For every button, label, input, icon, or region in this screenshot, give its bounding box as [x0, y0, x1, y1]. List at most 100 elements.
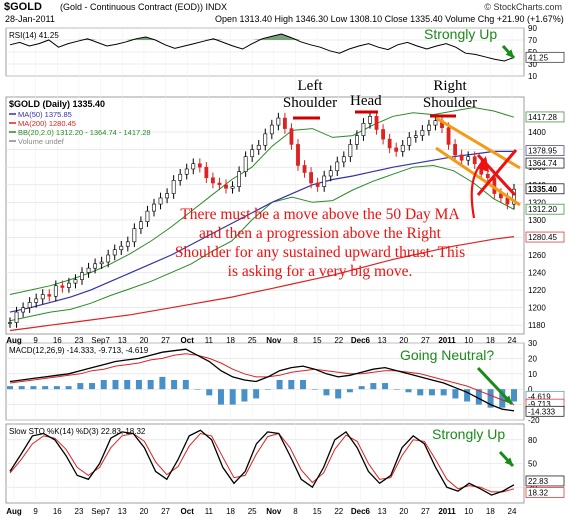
price-candle	[341, 156, 346, 163]
sto-xtick: 18	[486, 507, 495, 516]
price-xtick: 20	[139, 336, 148, 345]
price-candle	[368, 116, 372, 124]
price-ytick: 1240	[528, 269, 546, 278]
price-candle	[283, 117, 287, 129]
price-candle	[276, 117, 281, 126]
sto-xtick: 25	[248, 507, 257, 516]
macd-hist-bar	[428, 389, 435, 396]
bb-lower-line	[9, 164, 515, 322]
price-ytick: 1220	[528, 286, 546, 295]
price-xtick: 22	[334, 336, 343, 345]
price-candle	[80, 272, 84, 280]
price-candle	[112, 249, 117, 256]
price-value-box	[525, 231, 565, 243]
macd-arrowhead	[503, 395, 512, 404]
sto-xtick: Sep7	[91, 507, 110, 516]
macd-hist-bar	[253, 389, 260, 399]
price-candle	[302, 165, 307, 173]
price-value-box	[525, 203, 565, 215]
price-candle	[165, 193, 169, 199]
sto-xtick: 16	[53, 507, 62, 516]
price-candle	[21, 307, 25, 313]
sto-xtick: Oct	[181, 507, 195, 516]
price-xtick: Oct	[181, 336, 195, 345]
price-candle	[191, 163, 196, 170]
price-xtick: 27	[161, 336, 170, 345]
price-candle	[152, 203, 156, 212]
price-candle	[374, 116, 379, 130]
bb-upper-line	[9, 106, 515, 295]
price-xtick: 25	[248, 336, 257, 345]
macd-hist-bar	[65, 386, 72, 390]
price-candle	[230, 186, 235, 189]
sto-value-box	[525, 475, 565, 487]
macd-hist-bar	[264, 389, 271, 390]
macd-hist-bar	[89, 383, 96, 390]
price-candle	[132, 228, 137, 243]
curved-arrowhead	[477, 156, 489, 172]
price-candle	[211, 177, 215, 184]
price-candle	[27, 302, 32, 308]
sto-value-label: 22.83	[528, 477, 549, 486]
cross-line-b	[476, 149, 518, 196]
macd-hist-bar	[288, 379, 295, 390]
price-candle	[381, 129, 385, 140]
price-candle	[217, 182, 222, 186]
price-candle	[407, 137, 412, 146]
macd-hist-bar	[217, 389, 224, 405]
macd-hist-bar	[206, 389, 213, 396]
macd-hist-bar	[346, 389, 353, 393]
price-value-box	[525, 111, 565, 123]
price-candle	[453, 144, 457, 156]
analysis-note: There must be a move above the 50 Day MA…	[174, 206, 466, 280]
right-shoulder-label: Right Shoulder	[422, 78, 478, 111]
macd-hist-bar	[417, 389, 424, 396]
price-candle	[256, 144, 261, 150]
rsi-line	[9, 33, 515, 62]
price-xtick: 10	[464, 336, 473, 345]
wedge-lower-line	[435, 146, 521, 207]
price-candle	[335, 161, 340, 172]
rsi-comment: Strongly Up	[424, 26, 498, 42]
sto-xtick: 8	[293, 507, 298, 516]
ma200-line	[9, 236, 515, 332]
watermark: © StockCharts.com	[484, 2, 562, 12]
macd-ytick: -20	[528, 416, 540, 425]
macd-hist-bar	[335, 389, 342, 399]
macd-hist-bar	[358, 386, 365, 390]
rsi-ytick: 90	[528, 24, 537, 33]
price-candle	[60, 285, 65, 288]
price-candle	[125, 241, 130, 247]
price-xtick: 20	[399, 336, 408, 345]
legend-entry: MA(200) 1280.45	[18, 119, 76, 128]
price-xtick: 18	[486, 336, 495, 345]
sto-ytick: 50	[528, 460, 537, 469]
macd-hist-bar	[300, 379, 307, 390]
macd-hist-bar	[393, 389, 400, 390]
price-candle	[472, 156, 477, 165]
sto-xtick: Aug	[6, 507, 22, 516]
price-candle	[243, 156, 248, 172]
ohlc-readout: Open 1313.40 High 1346.30 Low 1308.10 Cl…	[215, 14, 568, 24]
macd-hist-bar	[135, 379, 142, 390]
macd-hist-bar	[370, 383, 377, 390]
price-xtick: Sep7	[91, 336, 110, 345]
price-xtick: 27	[421, 336, 430, 345]
macd-hist-bar	[464, 389, 471, 402]
price-candle	[387, 138, 392, 149]
rsi-arrowhead	[505, 49, 514, 58]
macd-line	[9, 348, 515, 412]
left-shoulder-label: Left Shoulder	[282, 78, 338, 111]
price-candle	[93, 263, 97, 269]
price-xtick: 11	[205, 336, 214, 345]
price-candle	[40, 294, 45, 300]
price-candle	[178, 173, 183, 181]
sto-comment: Strongly Up	[432, 426, 506, 442]
price-value-box	[525, 183, 565, 195]
legend-entry: BB(20,2.0) 1312.20 - 1364.74 - 1417.28	[18, 128, 151, 137]
sto-xtick: 15	[313, 507, 322, 516]
macd-signal-line	[9, 353, 515, 406]
macd-hist-bar	[18, 386, 25, 390]
macd-value-label: -4.619	[528, 392, 551, 401]
price-candle	[204, 166, 209, 179]
